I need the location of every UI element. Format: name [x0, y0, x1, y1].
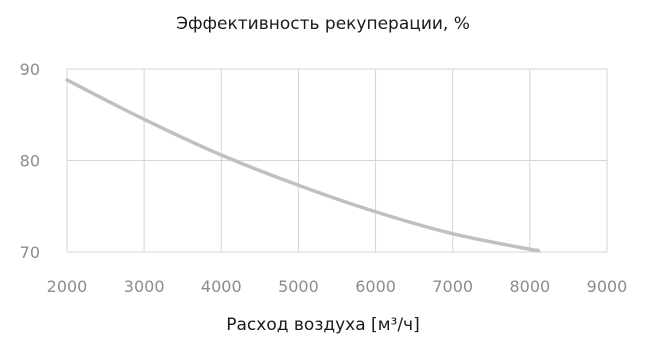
x-tick-label: 4000: [201, 277, 242, 296]
x-tick-label: 8000: [509, 277, 550, 296]
y-tick-label: 70: [20, 243, 40, 262]
y-tick-label: 80: [20, 152, 40, 171]
series-line: [65, 78, 541, 253]
x-axis-label: Расход воздуха [м³/ч]: [226, 315, 420, 335]
x-tick-label: 5000: [278, 277, 319, 296]
x-tick-label: 3000: [124, 277, 165, 296]
x-tick-label: 6000: [355, 277, 396, 296]
x-tick-label: 7000: [432, 277, 473, 296]
x-tick-label: 9000: [587, 277, 628, 296]
y-tick-label: 90: [20, 60, 40, 79]
chart-title: Эффективность рекуперации, %: [176, 14, 470, 34]
x-tick-label: 2000: [47, 277, 88, 296]
